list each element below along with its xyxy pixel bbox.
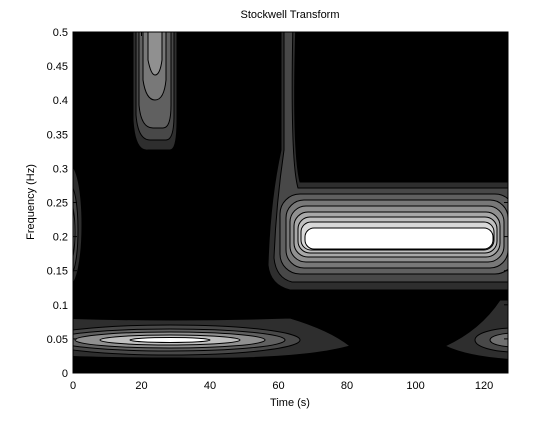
x-tick-label: 60	[272, 380, 284, 392]
x-tick-label: 0	[70, 380, 76, 392]
y-tick-label: 0.2	[53, 232, 68, 244]
y-tick-label: 0.35	[47, 129, 68, 141]
x-axis-label: Time (s)	[270, 397, 310, 409]
y-tick-label: 0.1	[53, 300, 68, 312]
contour-fill	[73, 32, 508, 360]
y-tick-label: 0.4	[53, 95, 68, 107]
x-tick-label: 80	[341, 380, 353, 392]
y-tick-label: 0	[62, 368, 68, 380]
y-tick-label: 0.15	[47, 266, 68, 278]
y-tick-label: 0.25	[47, 198, 68, 210]
y-tick-label: 0.05	[47, 334, 68, 346]
x-tick-label: 20	[135, 380, 147, 392]
x-tick-label: 100	[406, 380, 424, 392]
y-tick-label: 0.5	[53, 27, 68, 39]
y-tick-label: 0.45	[47, 61, 68, 73]
chart-title: Stockwell Transform	[240, 9, 339, 21]
x-tick-label: 120	[475, 380, 493, 392]
x-tick-label: 40	[204, 380, 216, 392]
y-tick-label: 0.3	[53, 163, 68, 175]
y-axis-label: Frequency (Hz)	[25, 164, 37, 240]
